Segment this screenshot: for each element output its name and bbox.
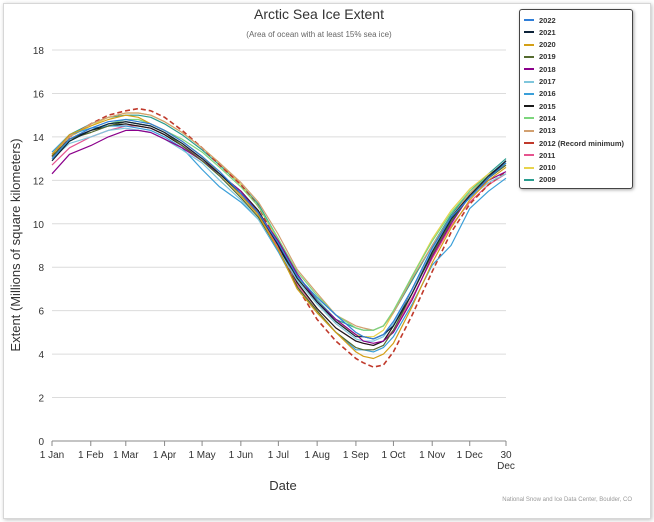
legend-item-2015[interactable]: 2015 xyxy=(524,100,556,112)
series-line-2020[interactable] xyxy=(51,114,507,360)
series-lines xyxy=(51,107,507,368)
legend-item-2014[interactable]: 2014 xyxy=(524,112,556,124)
y-tick-label: 18 xyxy=(33,46,45,57)
legend-swatch xyxy=(524,166,534,169)
legend-label: 2020 xyxy=(539,40,556,50)
legend-swatch xyxy=(524,154,534,157)
legend-swatch xyxy=(524,31,534,34)
legend-swatch xyxy=(524,68,534,71)
legend-swatch xyxy=(524,55,534,58)
legend-item-2020[interactable]: 2020 xyxy=(524,39,556,51)
chart-title: Arctic Sea Ice Extent xyxy=(254,6,384,22)
x-tick-label: 1 Sep xyxy=(343,450,370,461)
chart-subtitle: (Area of ocean with at least 15% sea ice… xyxy=(246,30,392,39)
legend-label: 2017 xyxy=(539,77,556,86)
y-tick-label: 4 xyxy=(38,350,44,361)
x-tick-label: 1 Dec xyxy=(457,450,483,461)
series-line-2018[interactable] xyxy=(51,129,507,344)
legend-label: 2009 xyxy=(539,175,556,185)
legend-label: 2016 xyxy=(539,89,556,99)
legend-swatch xyxy=(524,19,534,21)
series-line-2009[interactable] xyxy=(51,114,507,331)
legend-label: 2014 xyxy=(539,113,556,123)
legend-item-2022[interactable]: 2022 xyxy=(524,14,556,26)
series-line-2022[interactable] xyxy=(51,118,507,340)
legend-swatch xyxy=(524,92,534,95)
legend-item-2021[interactable]: 2021 xyxy=(524,26,556,38)
legend-label: 2010 xyxy=(539,163,556,173)
legend-swatch xyxy=(524,117,534,120)
legend-label: 2022 xyxy=(539,15,556,25)
y-tick-label: 14 xyxy=(33,133,45,144)
legend-item-2016[interactable]: 2016 xyxy=(524,88,556,100)
legend-label: 2015 xyxy=(539,101,556,111)
x-tick-label: 1 Nov xyxy=(419,450,445,461)
x-tick-label: 1 Oct xyxy=(381,450,405,461)
legend-swatch xyxy=(524,80,534,83)
legend-swatch xyxy=(524,178,534,181)
legend-item-2017[interactable]: 2017 xyxy=(524,76,556,88)
legend-item-2011[interactable]: 2011 xyxy=(524,149,555,161)
x-tick-label: 1 Apr xyxy=(153,450,177,461)
legend-label: 2012 (Record minimum) xyxy=(539,138,625,148)
y-tick-label: 6 xyxy=(38,307,44,318)
x-tick-label: 1 Jul xyxy=(268,450,289,461)
x-tick-label: 1 Feb xyxy=(78,450,104,461)
legend-label: 2011 xyxy=(539,150,556,160)
x-tick-label: Dec xyxy=(497,461,515,472)
y-tick-label: 0 xyxy=(38,437,44,448)
y-tick-label: 8 xyxy=(38,263,44,274)
series-line-2010[interactable] xyxy=(51,112,507,338)
legend-item-2013[interactable]: 2013 xyxy=(524,125,556,137)
x-tick-labels: 1 Jan 1 Feb 1 Mar 1 Apr 1 May 1 Jun 1 Jul 1 Aug… xyxy=(40,450,515,472)
y-tick-labels: 0 2 4 6 8 10 12 14 16 18 xyxy=(33,46,45,448)
legend-swatch xyxy=(524,142,534,144)
legend-swatch xyxy=(524,43,534,46)
legend-label: 2013 xyxy=(539,126,556,136)
series-line-2013[interactable] xyxy=(51,112,507,331)
legend-label: 2019 xyxy=(539,52,556,62)
series-line-2014[interactable] xyxy=(51,118,507,331)
series-line-2021[interactable] xyxy=(51,121,507,340)
legend-item-2019[interactable]: 2019 xyxy=(524,51,556,63)
legend-swatch xyxy=(524,105,534,108)
x-tick-label: 1 Mar xyxy=(113,450,139,461)
legend-item-2012[interactable]: 2012 (Record minimum) xyxy=(524,137,624,149)
legend-label: 2021 xyxy=(539,27,556,37)
legend: 2022 2021 2020 2019 2018 2017 2016 2015 2014 2013… xyxy=(519,9,633,189)
legend-item-2009[interactable]: 2009 xyxy=(524,174,556,186)
x-tick-label: 1 May xyxy=(188,450,215,461)
legend-swatch xyxy=(524,129,534,132)
x-tick-label: 1 Jun xyxy=(229,450,253,461)
y-tick-label: 2 xyxy=(38,394,44,405)
x-tick-label: 1 Jan xyxy=(40,450,64,461)
chart-credit: National Snow and Ice Data Center, Bould… xyxy=(502,497,632,503)
y-tick-label: 10 xyxy=(33,220,45,231)
series-line-2012[interactable] xyxy=(51,107,507,368)
y-axis-title: Extent (Millions of square kilometers) xyxy=(8,138,23,351)
y-tick-label: 16 xyxy=(33,89,45,100)
x-axis-title: Date xyxy=(269,478,296,493)
x-tick-label: 30 xyxy=(500,450,512,461)
y-tick-label: 12 xyxy=(33,176,45,187)
legend-label: 2018 xyxy=(539,64,556,74)
legend-item-2010[interactable]: 2010 xyxy=(524,162,556,174)
legend-item-2018[interactable]: 2018 xyxy=(524,63,556,75)
x-tick-label: 1 Aug xyxy=(304,450,330,461)
